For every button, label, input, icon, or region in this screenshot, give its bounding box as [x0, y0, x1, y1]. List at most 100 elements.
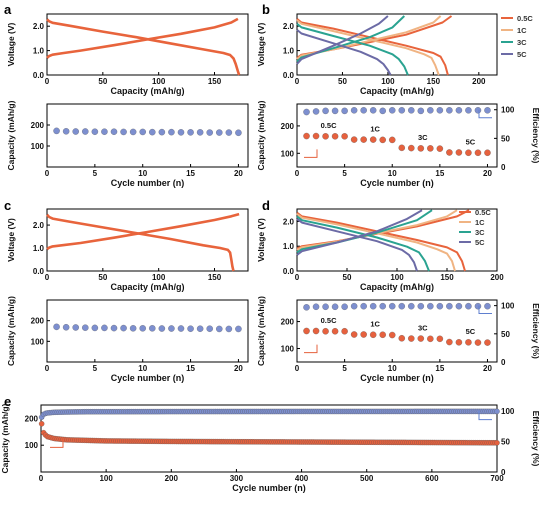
e-y2tick-label: 50 [501, 438, 510, 447]
a-bottom-capacity-point [216, 129, 223, 136]
d-bottom-xtick-label: 15 [435, 364, 444, 373]
b-bottom-efficiency-point [427, 107, 434, 114]
a-bottom-xtick-label: 0 [45, 169, 50, 178]
a-bottom-ytick-label: 100 [31, 142, 45, 151]
c-bottom-capacity-point [168, 325, 175, 332]
d-bottom-capacity-point [379, 331, 386, 339]
d-top-xlabel: Capacity (mAh/g) [360, 282, 434, 292]
c-top-xlabel: Capacity (mAh/g) [110, 282, 184, 292]
a-bottom-capacity-point [158, 128, 166, 136]
e-xlabel: Cycle number (n) [232, 483, 306, 493]
b-bottom-efficiency-point [398, 107, 406, 114]
c-bottom-xtick-label: 15 [186, 364, 195, 373]
a-bottom-ytick-label: 200 [31, 121, 45, 130]
e-efficiency-arrow [478, 410, 492, 421]
b-bottom-rate-label: 5C [466, 137, 476, 146]
d-bottom-xtick-label: 0 [295, 364, 300, 373]
c-bottom-capacity-point [91, 324, 99, 332]
b-bottom-capacity-point [427, 145, 434, 152]
d-bottom-xtick-label: 20 [483, 364, 492, 373]
e-xtick-label: 0 [39, 474, 44, 483]
a-top-ytick-label: 1.0 [33, 47, 45, 56]
d-bottom-capacity-point [474, 339, 482, 346]
e-ytick-label: 200 [25, 414, 39, 423]
d-bottom-efficiency-point [322, 303, 329, 311]
b-bottom-capacity-point [408, 144, 415, 152]
e-y2tick-label: 100 [501, 407, 515, 416]
d-bottom-rate-label: 1C [370, 320, 380, 329]
c-top-xtick-label: 50 [98, 273, 107, 282]
c-bottom-capacity-point [139, 325, 146, 332]
d-bottom-rate-label: 5C [466, 327, 476, 336]
d-bottom-capacity-point [408, 335, 415, 342]
c-bottom-capacity-point [62, 324, 70, 331]
d-top-discharge-3C [296, 215, 430, 272]
b-bottom-efficiency-arrow [478, 109, 492, 119]
d-top-discharge-1C [296, 213, 456, 272]
b-bottom-efficiency-point [379, 107, 386, 115]
e-ytick-label: 100 [25, 441, 39, 450]
b-bottom-xtick-label: 15 [435, 169, 444, 178]
b-bottom-capacity-point [322, 133, 329, 140]
c-top-ytick-label: 1.0 [33, 244, 45, 253]
d-bottom-axes: 0 5 10 15 20 100 200 0 50 100 Efficiency (%) Cycle … [256, 296, 541, 383]
b-top-ytick-label: 2.0 [283, 22, 295, 31]
c-bottom-capacity-point [196, 325, 204, 332]
b-bottom-capacity-point [369, 136, 377, 143]
b-bottom-y2label: Efficiency (%) [531, 108, 541, 164]
a-top-xlabel: Capacity (mAh/g) [110, 86, 184, 96]
c-bottom-capacity-point [129, 325, 137, 332]
c-bottom-xtick-label: 10 [138, 364, 147, 373]
c-bottom-xlabel: Cycle number (n) [111, 373, 185, 383]
b-bottom-capacity-point [360, 136, 367, 143]
panel-letter-a: a [4, 2, 12, 17]
b-bottom-efficiency-point [312, 108, 320, 115]
b-bottom-capacity-point [455, 149, 463, 156]
a-bottom-capacity-point [168, 128, 175, 136]
b-top-xtick-label: 0 [295, 77, 300, 86]
d-bottom-capacity-point [455, 339, 463, 346]
a-top-frame [46, 13, 249, 76]
c-bottom-capacity-point [120, 324, 127, 332]
b-bottom-capacity-point [446, 149, 453, 156]
b-top-legend-label: 0.5C [517, 14, 533, 23]
a-bottom-xtick-label: 5 [93, 169, 98, 178]
d-bottom-efficiency-point [465, 302, 472, 310]
b-bottom-capacity-point [379, 136, 386, 144]
a-bottom-capacity-point [139, 128, 146, 136]
panel-letter-b: b [262, 2, 270, 17]
c-bottom-capacity-point [110, 324, 118, 332]
d-top-discharge-0.5C [296, 211, 466, 272]
b-bottom-capacity-point [303, 132, 310, 140]
b-bottom-xtick-label: 0 [295, 169, 300, 178]
d-bottom-capacity-point [436, 335, 444, 343]
e-xtick-label: 100 [99, 474, 113, 483]
d-bottom-capacity-point [446, 338, 453, 346]
c-bottom-ytick-label: 200 [31, 317, 45, 326]
panel-letter-c: c [4, 198, 11, 213]
b-bottom-efficiency-point [436, 107, 444, 114]
c-bottom-xtick-label: 5 [93, 364, 98, 373]
b-bottom-efficiency-point [350, 107, 358, 114]
b-bottom-capacity-point [388, 136, 396, 144]
a-bottom-capacity-point [110, 128, 118, 135]
d-bottom-efficiency-point [341, 303, 348, 311]
d-bottom-efficiency-point [455, 302, 463, 310]
e-frame [40, 404, 498, 473]
b-bottom-capacity-point [331, 133, 339, 140]
d-bottom-efficiency-point [312, 303, 320, 311]
d-bottom-efficiency-point [388, 302, 396, 310]
a-bottom-xlabel: Cycle number (n) [111, 178, 185, 188]
b-bottom-capacity-point [474, 149, 482, 157]
b-bottom-efficiency-point [388, 107, 396, 114]
c-bottom-capacity-point [206, 325, 213, 332]
b-bottom-frame [296, 103, 498, 168]
d-bottom-capacity-point [341, 328, 348, 335]
c-bottom-capacity-point [216, 325, 223, 333]
e-y2tick-label: 0 [501, 468, 506, 477]
b-top-ylabel: Voltage (V) [256, 22, 266, 66]
b-bottom-xtick-label: 5 [342, 169, 347, 178]
d-bottom-capacity-point [312, 327, 320, 335]
a-top-ylabel: Voltage (V) [6, 22, 16, 66]
